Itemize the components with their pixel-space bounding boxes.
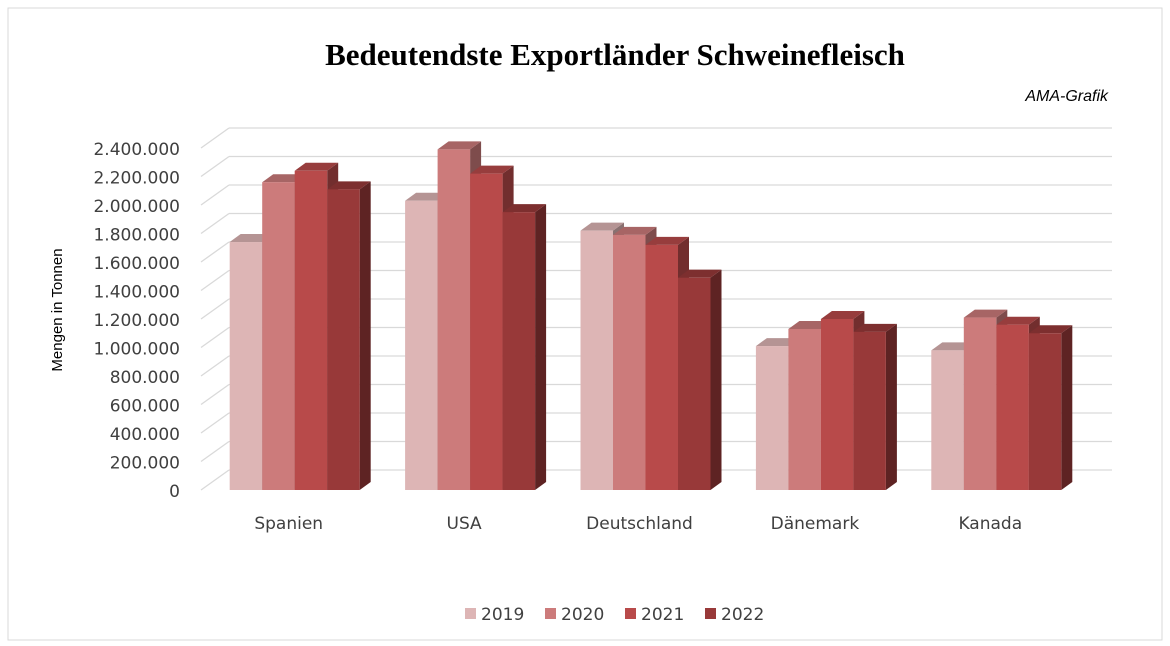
grid-line-depth (200, 269, 230, 292)
grid-line-depth (200, 469, 230, 491)
x-tick-label: Kanada (958, 514, 1022, 534)
bar (229, 242, 263, 490)
legend-swatch (545, 608, 556, 619)
bar-top (437, 141, 482, 150)
bar (327, 189, 360, 490)
legend-label: 2019 (481, 605, 524, 625)
y-tick-label: 0 (169, 482, 180, 502)
bar (1028, 333, 1062, 490)
bar (262, 182, 295, 490)
bar-side (710, 269, 722, 490)
y-tick-label: 1.600.000 (93, 254, 180, 274)
bar-side (535, 204, 547, 490)
x-tick-label: USA (447, 514, 483, 534)
bar-top (645, 236, 689, 245)
bar-top (613, 226, 657, 235)
x-tick-label: Deutschland (586, 514, 693, 534)
bar (470, 173, 503, 490)
bar-side (359, 181, 371, 490)
y-axis-label: Mengen in Tonnen (49, 248, 66, 371)
y-tick-label: 2.400.000 (93, 140, 180, 160)
y-tick-label: 2.000.000 (93, 197, 180, 217)
bar-top (963, 309, 1008, 318)
grid-line-depth (200, 127, 230, 149)
chart-title: Bedeutendste Exportländer Schweinefleisc… (325, 37, 905, 72)
bar (405, 200, 438, 490)
bar-top (996, 316, 1040, 325)
grid-line-depth (200, 241, 230, 263)
bar-top (678, 269, 722, 278)
legend-label: 2022 (721, 605, 764, 625)
bar (294, 170, 328, 491)
y-tick-label: 600.000 (110, 397, 180, 417)
bar-top (580, 222, 624, 231)
bar (788, 328, 821, 490)
y-tick-label: 1.800.000 (93, 226, 180, 246)
x-tick-label: Dänemark (771, 514, 860, 534)
grid-line-depth (200, 355, 230, 377)
bar-side (1061, 325, 1073, 490)
bar-top (1028, 325, 1073, 334)
bar (931, 350, 964, 490)
bar-top (853, 323, 897, 332)
bar (820, 319, 854, 490)
legend-label: 2020 (561, 605, 604, 625)
y-tick-label: 800.000 (110, 368, 180, 388)
y-tick-label: 2.200.000 (93, 169, 180, 189)
bar (437, 149, 471, 491)
bar (996, 324, 1029, 490)
y-tick-label: 400.000 (110, 425, 180, 445)
bar (853, 331, 886, 490)
bar-top (294, 162, 339, 171)
y-tick-label: 1.400.000 (93, 283, 180, 303)
grid-line-depth (200, 440, 230, 463)
legend-label: 2021 (641, 605, 684, 625)
bar-side (885, 323, 897, 490)
legend-swatch (705, 608, 716, 619)
bar (580, 230, 613, 490)
bar (755, 346, 789, 490)
y-tick-label: 1.000.000 (93, 340, 180, 360)
grid-line-depth (200, 383, 230, 406)
chart-subtitle: AMA-Grafik (1024, 88, 1109, 105)
bar (963, 317, 997, 490)
bar-top (470, 165, 514, 174)
bar-top (327, 181, 371, 190)
grid-line-depth (200, 155, 230, 178)
bar-top (502, 204, 547, 213)
legend-swatch (465, 608, 476, 619)
bar-top (820, 311, 865, 319)
grid-line-depth (200, 326, 230, 349)
grid-line-depth (200, 412, 230, 434)
x-tick-label: Spanien (254, 514, 323, 534)
grid-line-depth (200, 298, 230, 320)
y-tick-label: 200.000 (110, 454, 180, 474)
legend-swatch (625, 608, 636, 619)
bar (502, 212, 536, 490)
bar (645, 244, 678, 490)
grid-line-depth (200, 212, 230, 235)
y-tick-label: 1.200.000 (93, 311, 180, 331)
bar (613, 234, 646, 490)
grid-line-depth (200, 184, 230, 206)
bar (678, 277, 711, 490)
